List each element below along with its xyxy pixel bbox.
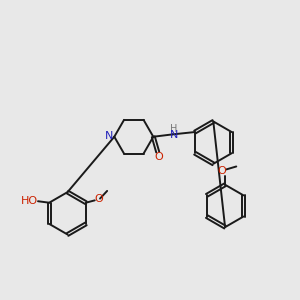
- Text: H: H: [170, 124, 177, 134]
- Text: HO: HO: [21, 196, 38, 206]
- Text: N: N: [169, 130, 178, 140]
- Text: N: N: [105, 130, 113, 141]
- Text: O: O: [94, 194, 103, 205]
- Text: O: O: [217, 166, 226, 176]
- Text: O: O: [155, 152, 164, 162]
